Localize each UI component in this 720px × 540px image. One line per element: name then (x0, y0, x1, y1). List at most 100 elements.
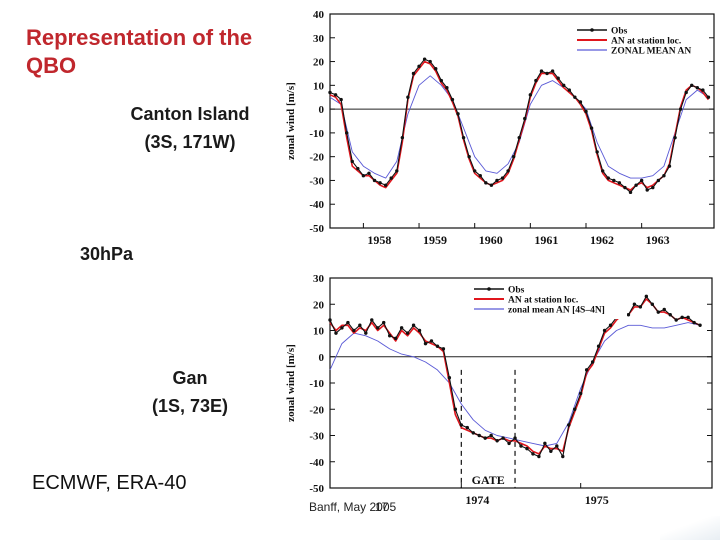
obs-point (441, 347, 446, 351)
obs-point (484, 181, 488, 185)
obs-point (383, 183, 388, 187)
obs-point (596, 344, 601, 348)
obs-point (400, 135, 405, 140)
obs-point (376, 326, 380, 330)
obs-point (417, 64, 421, 69)
obs-point (584, 109, 588, 114)
y-tick-label: 20 (313, 57, 325, 69)
obs-point (472, 169, 477, 173)
obs-point (523, 116, 527, 121)
legend-label: zonal mean AN [4S–4N] (508, 306, 605, 316)
obs-point (395, 169, 399, 173)
obs-point (644, 294, 649, 299)
y-tick-label: -20 (309, 404, 324, 416)
obs-point (545, 71, 549, 76)
obs-point (489, 183, 494, 187)
obs-point (617, 181, 622, 185)
obs-point (429, 339, 434, 343)
obs-point (356, 166, 360, 171)
obs-point (477, 433, 481, 438)
obs-point (328, 318, 332, 322)
obs-point (690, 83, 694, 88)
obs-point (382, 320, 386, 325)
obs-point (662, 307, 666, 312)
obs-point (439, 78, 444, 83)
y-axis-label: zonal wind [m/s] (285, 344, 297, 422)
legend-label: Obs (611, 27, 628, 37)
y-tick-label: 0 (319, 104, 325, 116)
obs-point (686, 315, 690, 320)
obs-point (595, 150, 599, 154)
series-line-an (329, 298, 701, 455)
obs-point (626, 313, 631, 317)
slide-footer: Banff, May 2005 17 (309, 500, 396, 514)
y-tick-label: -50 (309, 223, 324, 235)
obs-point (364, 331, 368, 335)
obs-point (517, 135, 521, 140)
y-tick-label: 10 (313, 326, 325, 338)
obs-point (651, 185, 655, 190)
obs-point (608, 323, 613, 327)
obs-point (334, 331, 338, 335)
corner-decoration (660, 516, 720, 540)
obs-point (417, 328, 422, 333)
obs-point (590, 360, 595, 364)
y-tick-label: -40 (309, 457, 324, 469)
obs-point (339, 97, 343, 102)
gate-label: GATE (472, 473, 505, 487)
station-name: Gan (172, 368, 208, 388)
y-axis-label: zonal wind [m/s] (285, 82, 297, 160)
y-tick-label: 40 (313, 9, 325, 21)
obs-point (674, 318, 678, 322)
obs-point (361, 173, 366, 178)
y-tick-label: -10 (309, 128, 324, 140)
obs-point (573, 95, 577, 99)
obs-point (602, 328, 607, 333)
obs-point (549, 449, 553, 453)
obs-point (519, 444, 523, 448)
obs-point (471, 431, 475, 435)
obs-point (543, 441, 547, 446)
obs-point (340, 326, 344, 330)
y-tick-label: -50 (309, 483, 324, 495)
obs-point (600, 169, 605, 173)
station-name: Canton Island (130, 104, 250, 124)
y-tick-label: 20 (313, 299, 325, 311)
obs-point (684, 90, 688, 95)
obs-point (556, 76, 560, 80)
obs-point (406, 95, 410, 99)
obs-point (561, 454, 565, 459)
obs-point (352, 328, 356, 333)
y-tick-label: 10 (313, 80, 325, 92)
obs-point (578, 100, 583, 104)
obs-point (507, 441, 511, 446)
y-tick-label: -40 (309, 199, 324, 211)
obs-point (634, 183, 638, 187)
obs-point (589, 126, 594, 130)
obs-point (445, 86, 449, 90)
legend-label: AN at station loc. (508, 296, 578, 306)
obs-point (578, 391, 583, 396)
obs-point (623, 185, 627, 190)
obs-point (667, 164, 672, 168)
y-tick-label: 30 (313, 33, 325, 45)
obs-point (550, 69, 555, 73)
obs-point (584, 368, 589, 372)
obs-point (328, 90, 332, 95)
obs-point (422, 57, 427, 61)
obs-point (378, 181, 382, 185)
obs-point (567, 88, 572, 92)
obs-point (367, 171, 371, 176)
obs-point (483, 436, 487, 440)
obs-point (695, 86, 700, 90)
obs-point (525, 446, 529, 451)
obs-point (495, 439, 499, 443)
y-tick-label: 30 (313, 273, 325, 285)
obs-point (506, 169, 510, 173)
obs-point (459, 423, 464, 427)
obs-point (411, 71, 416, 76)
obs-point (539, 69, 544, 73)
obs-point (567, 423, 571, 427)
obs-point (678, 107, 683, 111)
